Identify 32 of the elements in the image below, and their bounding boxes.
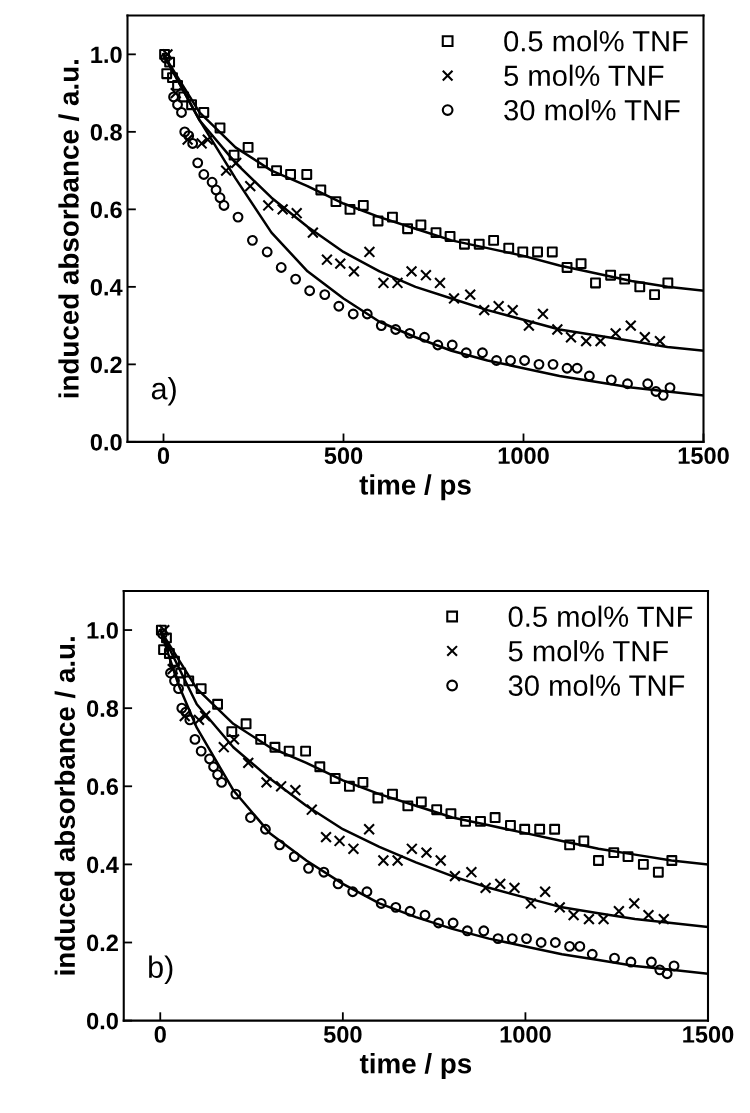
y-tick-label: 1.0 bbox=[87, 622, 118, 639]
legend-label: 5 mol% TNF bbox=[508, 640, 668, 662]
annotation: b) bbox=[149, 955, 173, 984]
legend-label: 0.5 mol% TNF bbox=[508, 605, 693, 628]
y-tick-label: 0.8 bbox=[87, 700, 119, 717]
y-tick-label: 0.0 bbox=[87, 1012, 118, 1030]
y-tick-label: 0.4 bbox=[87, 856, 119, 874]
x-tick-label: 1500 bbox=[683, 1026, 734, 1043]
y-tick-label: 0.2 bbox=[90, 356, 122, 374]
legend-label: 5 mol% TNF bbox=[504, 64, 664, 87]
y-tick-label: 0.4 bbox=[90, 278, 123, 296]
x-axis-title: time / ps bbox=[359, 1053, 472, 1079]
x-tick-label: 1000 bbox=[498, 447, 549, 465]
y-tick-label: 1.0 bbox=[91, 46, 122, 64]
y-tick-label: 0.8 bbox=[90, 123, 122, 141]
x-axis-title: time / ps bbox=[359, 474, 471, 501]
x-tick-label: 1500 bbox=[678, 447, 729, 465]
x-tick-label: 1000 bbox=[500, 1026, 551, 1043]
y-tick-label: 0.6 bbox=[87, 778, 119, 796]
y-axis-title: induced absorbance / a.u. bbox=[58, 60, 80, 398]
legend-label: 0.5 mol% TNF bbox=[504, 30, 688, 52]
y-axis-title: induced absorbance / a.u. bbox=[54, 637, 76, 975]
x-tick-label: 0 bbox=[157, 447, 170, 465]
x-tick-label: 500 bbox=[323, 1026, 362, 1043]
annotation: a) bbox=[151, 377, 176, 406]
x-tick-label: 500 bbox=[324, 447, 363, 465]
y-tick-label: 0.2 bbox=[87, 934, 118, 952]
y-tick-label: 0.0 bbox=[90, 433, 122, 451]
x-tick-label: 0 bbox=[154, 1026, 166, 1043]
legend-label: 30 mol% TNF bbox=[508, 674, 685, 696]
legend-label: 30 mol% TNF bbox=[504, 99, 680, 121]
y-tick-label: 0.6 bbox=[90, 201, 122, 219]
